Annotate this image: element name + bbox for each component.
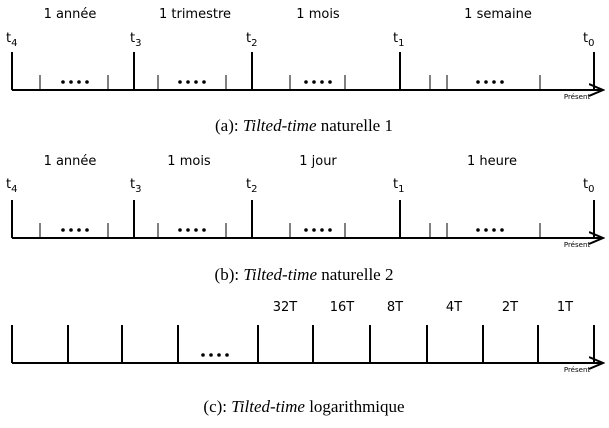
- dot: [69, 228, 73, 232]
- time-mark: t4: [6, 177, 17, 195]
- dot: [201, 353, 205, 357]
- dot: [500, 80, 504, 84]
- dot: [476, 228, 480, 232]
- time-mark-sub: 3: [135, 184, 141, 195]
- time-mark-base: t: [246, 31, 251, 46]
- present-label: Présent: [564, 241, 591, 249]
- dot: [61, 80, 65, 84]
- dot: [217, 353, 221, 357]
- dot: [304, 80, 308, 84]
- caption-rest: naturelle 2: [321, 265, 393, 284]
- dot: [304, 228, 308, 232]
- dot: [178, 80, 182, 84]
- time-mark-base: t: [6, 31, 11, 46]
- dot: [202, 80, 206, 84]
- interval-label: 1T: [557, 300, 573, 315]
- interval-label: 1 trimestre: [159, 7, 231, 22]
- present-label: Présent: [564, 366, 591, 374]
- dot: [85, 80, 89, 84]
- dot: [320, 228, 324, 232]
- dot: [85, 228, 89, 232]
- time-mark-sub: 4: [11, 184, 17, 195]
- time-mark: t3: [130, 31, 141, 49]
- dot: [225, 353, 229, 357]
- caption-emphasis: Tilted-time: [231, 397, 305, 416]
- time-mark: t2: [246, 31, 257, 49]
- interval-label: 1 jour: [299, 154, 337, 169]
- caption: (a): Tilted-time naturelle 1: [215, 116, 393, 135]
- time-mark-base: t: [393, 177, 398, 192]
- dot: [209, 353, 213, 357]
- dot: [492, 80, 496, 84]
- dot: [312, 228, 316, 232]
- caption-prefix: (b):: [215, 265, 240, 284]
- interval-label: 2T: [502, 300, 518, 315]
- caption-rest: logarithmique: [309, 397, 404, 416]
- caption-emphasis: Tilted-time: [243, 265, 317, 284]
- time-mark-base: t: [583, 31, 588, 46]
- interval-label: 32T: [273, 300, 298, 315]
- interval-label: 1 mois: [167, 154, 211, 169]
- dot: [194, 80, 198, 84]
- dot: [202, 228, 206, 232]
- interval-label: 1 année: [44, 7, 97, 22]
- interval-label: 1 mois: [296, 7, 340, 22]
- dot: [476, 80, 480, 84]
- time-mark-base: t: [130, 31, 135, 46]
- present-label: Présent: [564, 93, 591, 101]
- caption-prefix: (c):: [203, 397, 227, 416]
- interval-label: 16T: [330, 300, 355, 315]
- caption-emphasis: Tilted-time: [243, 116, 317, 135]
- dot: [492, 228, 496, 232]
- caption-rest: naturelle 1: [321, 116, 393, 135]
- time-mark: t4: [6, 31, 17, 49]
- dot: [328, 228, 332, 232]
- time-mark: t2: [246, 177, 257, 195]
- dot: [194, 228, 198, 232]
- time-mark: t1: [393, 177, 404, 195]
- time-mark-base: t: [130, 177, 135, 192]
- time-mark-sub: 3: [135, 38, 141, 49]
- dot: [500, 228, 504, 232]
- time-mark-base: t: [246, 177, 251, 192]
- time-mark-base: t: [6, 177, 11, 192]
- caption: (b): Tilted-time naturelle 2: [215, 265, 394, 284]
- dot: [484, 80, 488, 84]
- dot: [186, 228, 190, 232]
- interval-label: 1 semaine: [464, 7, 532, 22]
- dot: [61, 228, 65, 232]
- dot: [320, 80, 324, 84]
- interval-label: 8T: [387, 300, 403, 315]
- interval-label: 1 année: [44, 154, 97, 169]
- time-mark-sub: 2: [251, 184, 257, 195]
- time-mark: t0: [583, 31, 594, 49]
- time-mark: t3: [130, 177, 141, 195]
- caption: (c): Tilted-time logarithmique: [203, 397, 404, 416]
- time-mark-base: t: [393, 31, 398, 46]
- dot: [77, 228, 81, 232]
- time-mark-base: t: [583, 177, 588, 192]
- time-mark: t0: [583, 177, 594, 195]
- caption-prefix: (a):: [215, 116, 239, 135]
- dot: [77, 80, 81, 84]
- time-mark-sub: 0: [588, 184, 594, 195]
- time-mark-sub: 1: [398, 184, 404, 195]
- dot: [328, 80, 332, 84]
- interval-label: 4T: [446, 300, 462, 315]
- time-mark-sub: 2: [251, 38, 257, 49]
- dot: [178, 228, 182, 232]
- interval-label: 1 heure: [467, 154, 517, 169]
- dot: [312, 80, 316, 84]
- dot: [186, 80, 190, 84]
- dot: [69, 80, 73, 84]
- time-mark: t1: [393, 31, 404, 49]
- dot: [484, 228, 488, 232]
- time-mark-sub: 0: [588, 38, 594, 49]
- time-mark-sub: 4: [11, 38, 17, 49]
- time-mark-sub: 1: [398, 38, 404, 49]
